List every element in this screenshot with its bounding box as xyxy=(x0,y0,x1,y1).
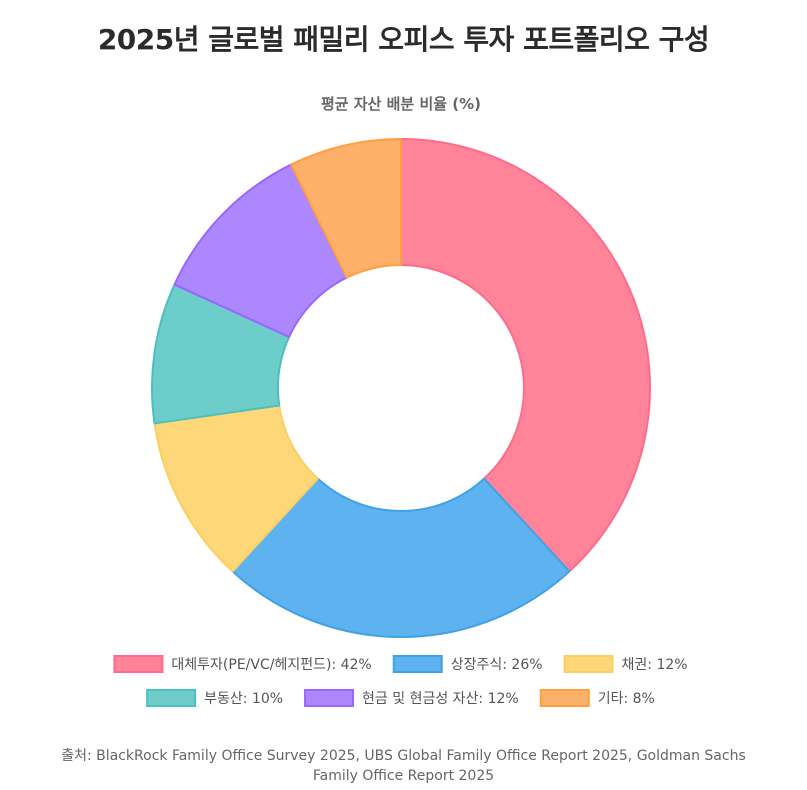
legend-label: 현금 및 현금성 자산: 12% xyxy=(362,691,519,707)
source-note: 출처: BlackRock Family Office Survey 2025,… xyxy=(61,748,746,784)
legend-item[interactable]: 채권: 12% xyxy=(563,655,688,673)
donut-slice[interactable] xyxy=(231,477,571,638)
legend-label: 채권: 12% xyxy=(622,657,688,673)
legend-item[interactable]: 부동산: 10% xyxy=(146,689,283,707)
legend-label: 대체투자(PE/VC/헤지펀드): 42% xyxy=(171,657,371,673)
legend-item[interactable]: 상장주식: 26% xyxy=(392,655,543,673)
chart-slices xyxy=(151,138,651,638)
legend-label: 기타: 8% xyxy=(598,691,655,707)
legend-item[interactable]: 대체투자(PE/VC/헤지펀드): 42% xyxy=(113,655,372,673)
legend-item[interactable]: 현금 및 현금성 자산: 12% xyxy=(304,689,519,707)
legend-swatch xyxy=(113,655,164,673)
legend-swatch xyxy=(563,655,614,673)
chart-legend: 대체투자(PE/VC/헤지펀드): 42% 상장주식: 26% 채권: 12% 부동산… xyxy=(113,655,688,707)
legend-swatch xyxy=(146,689,197,707)
donut-slice[interactable] xyxy=(290,138,402,279)
chart-title: 평균 자산 배분 비율 (%) xyxy=(321,95,481,113)
legend-item[interactable]: 기타: 8% xyxy=(539,689,655,707)
donut-slice[interactable] xyxy=(400,138,651,573)
legend-swatch xyxy=(539,689,590,707)
legend-label: 부동산: 10% xyxy=(204,691,283,707)
page-title: 2025년 글로벌 패밀리 오피스 투자 포트폴리오 구성 xyxy=(97,23,710,56)
legend-swatch xyxy=(304,689,355,707)
legend-label: 상장주식: 26% xyxy=(451,657,543,673)
legend-swatch xyxy=(392,655,443,673)
